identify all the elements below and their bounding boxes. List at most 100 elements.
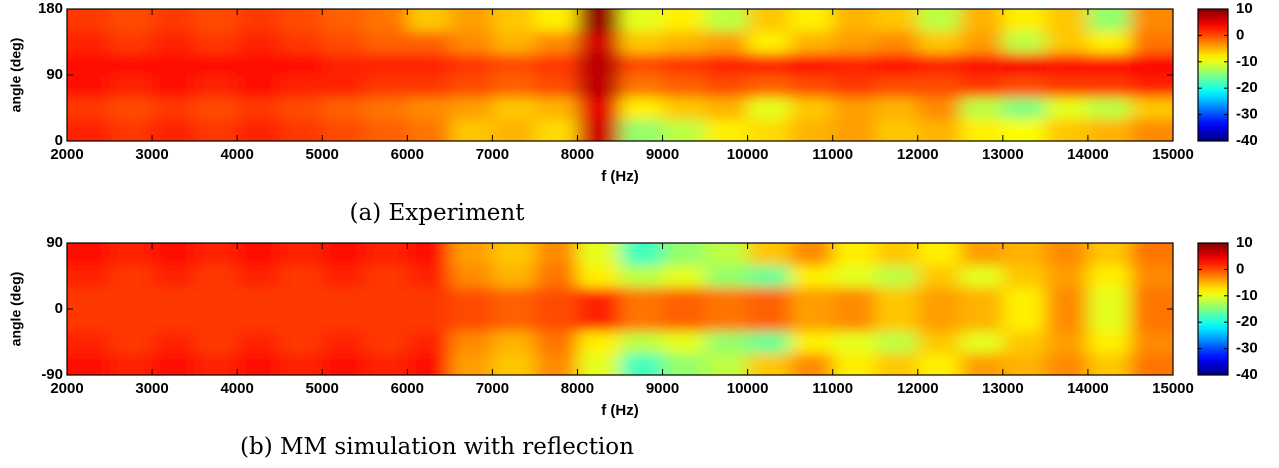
cell (1045, 97, 1089, 120)
cell (1130, 97, 1173, 120)
cell (917, 353, 961, 375)
heatmap (67, 243, 1173, 375)
cell (960, 265, 1004, 288)
cell (322, 287, 366, 310)
cell (449, 75, 493, 98)
cell (620, 265, 664, 288)
cell (790, 75, 834, 98)
cell (705, 353, 749, 375)
cell (705, 53, 749, 76)
cell (67, 265, 111, 288)
cell (832, 97, 876, 120)
cell (577, 309, 621, 332)
cell (279, 53, 323, 76)
x-tick-label: 5000 (306, 380, 339, 397)
cell (364, 53, 408, 76)
cell (832, 287, 876, 310)
colorbar-tick-label: -40 (1236, 132, 1258, 149)
cell (747, 97, 791, 120)
cell (1002, 265, 1046, 288)
cell (449, 265, 493, 288)
cell (960, 31, 1004, 54)
cell (832, 353, 876, 375)
cell (152, 119, 196, 141)
cell (237, 331, 281, 354)
cell (1087, 75, 1131, 98)
cell (577, 265, 621, 288)
colorbar (1197, 242, 1229, 376)
x-tick-label: 14000 (1067, 146, 1109, 163)
cell (875, 331, 919, 354)
cell (662, 31, 706, 54)
cell (1045, 353, 1089, 375)
cell (237, 309, 281, 332)
cell (832, 53, 876, 76)
cell (237, 353, 281, 375)
cell (1045, 9, 1089, 32)
cell (492, 287, 536, 310)
cell (492, 75, 536, 98)
cell (109, 265, 153, 288)
cell (620, 31, 664, 54)
cell (67, 353, 111, 375)
x-tick-label: 12000 (897, 146, 939, 163)
cell (322, 53, 366, 76)
cell (1087, 97, 1131, 120)
cell (449, 331, 493, 354)
x-tick-label: 10000 (727, 380, 769, 397)
cell (620, 309, 664, 332)
cell (577, 353, 621, 375)
cell (1002, 243, 1046, 266)
cell (67, 243, 111, 266)
cell (1130, 53, 1173, 76)
colorbar-tick-label: -30 (1236, 340, 1258, 357)
cell (875, 243, 919, 266)
cell (1130, 9, 1173, 32)
cell (917, 309, 961, 332)
colorbar-tick-label: -20 (1236, 79, 1258, 96)
cell (960, 119, 1004, 141)
cell (790, 9, 834, 32)
x-tick-label: 6000 (391, 146, 424, 163)
cell (194, 31, 238, 54)
cell (1002, 119, 1046, 141)
cell (67, 287, 111, 310)
cell (364, 9, 408, 32)
cell (194, 119, 238, 141)
cell (279, 31, 323, 54)
cell (237, 31, 281, 54)
cell (109, 287, 153, 310)
cell (322, 119, 366, 141)
cell (534, 309, 578, 332)
cell (407, 287, 451, 310)
cell (917, 53, 961, 76)
x-tick-label: 12000 (897, 380, 939, 397)
cell (492, 353, 536, 375)
cell (662, 265, 706, 288)
cell (832, 309, 876, 332)
cell (322, 353, 366, 375)
cell (1087, 31, 1131, 54)
cell (1002, 287, 1046, 310)
cell (534, 9, 578, 32)
x-tick-label: 3000 (135, 146, 168, 163)
colorbar-tick-label: -40 (1236, 366, 1258, 383)
cell (492, 53, 536, 76)
cell (67, 97, 111, 120)
cell (492, 309, 536, 332)
x-tick-label: 4000 (220, 380, 253, 397)
cell (194, 243, 238, 266)
cell (832, 9, 876, 32)
cell (194, 353, 238, 375)
cell (279, 353, 323, 375)
cell (322, 75, 366, 98)
cell (237, 9, 281, 32)
cell (152, 331, 196, 354)
cell (917, 243, 961, 266)
cell (449, 353, 493, 375)
cell (747, 119, 791, 141)
colorbar-tick-label: -10 (1236, 287, 1258, 304)
cell (662, 97, 706, 120)
cell (662, 331, 706, 354)
x-tick-label: 13000 (982, 380, 1024, 397)
